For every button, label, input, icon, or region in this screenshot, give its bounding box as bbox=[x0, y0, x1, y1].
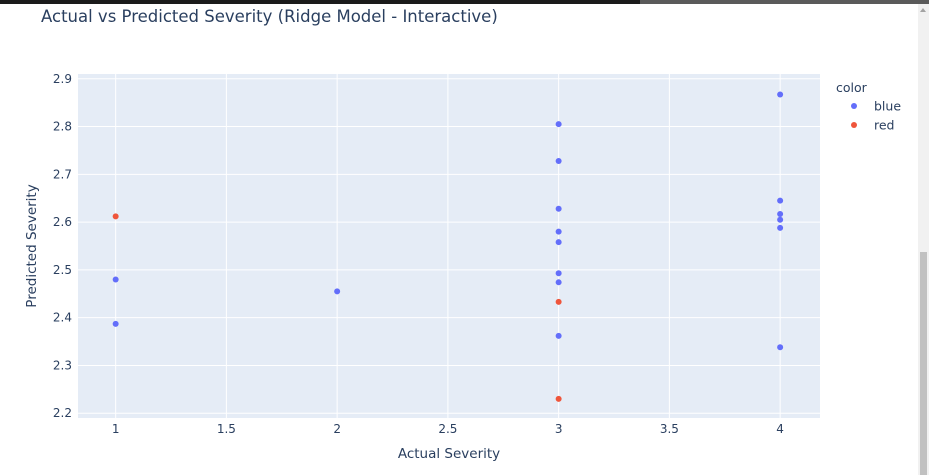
y-tick-label: 2.6 bbox=[53, 215, 72, 229]
plot-area[interactable] bbox=[78, 74, 820, 418]
data-point-red[interactable] bbox=[555, 395, 562, 402]
x-tick-label: 1 bbox=[112, 422, 120, 436]
data-points bbox=[112, 91, 784, 402]
x-tick-label: 2.5 bbox=[438, 422, 457, 436]
x-tick-label: 4 bbox=[776, 422, 784, 436]
data-point-blue[interactable] bbox=[555, 228, 562, 235]
legend-marker-red[interactable] bbox=[851, 122, 857, 128]
y-tick-label: 2.8 bbox=[53, 120, 72, 134]
x-axis-title: Actual Severity bbox=[398, 446, 500, 462]
data-point-blue[interactable] bbox=[112, 320, 119, 327]
legend[interactable]: color blue red bbox=[836, 80, 901, 133]
scrollbar-thumb[interactable] bbox=[920, 252, 927, 475]
data-point-blue[interactable] bbox=[555, 121, 562, 128]
y-tick-label: 2.3 bbox=[53, 358, 72, 372]
legend-label-blue[interactable]: blue bbox=[874, 99, 901, 114]
data-point-blue[interactable] bbox=[555, 332, 562, 339]
data-point-blue[interactable] bbox=[777, 216, 784, 223]
x-axis-ticks: 1 1.5 2 2.5 3 3.5 4 bbox=[112, 422, 784, 436]
legend-marker-blue[interactable] bbox=[851, 103, 857, 109]
data-point-blue[interactable] bbox=[555, 279, 562, 286]
data-point-blue[interactable] bbox=[555, 205, 562, 212]
grid-lines bbox=[78, 74, 820, 418]
y-axis-title: Predicted Severity bbox=[24, 184, 40, 307]
data-point-blue[interactable] bbox=[777, 224, 784, 231]
data-point-blue[interactable] bbox=[777, 197, 784, 204]
vertical-scrollbar[interactable] bbox=[918, 4, 929, 475]
top-bar-light-segment bbox=[640, 0, 929, 4]
y-tick-label: 2.2 bbox=[53, 406, 72, 420]
data-point-blue[interactable] bbox=[334, 288, 341, 295]
top-bar-dark-segment bbox=[0, 0, 640, 4]
data-point-blue[interactable] bbox=[555, 270, 562, 277]
y-tick-label: 2.9 bbox=[53, 72, 72, 86]
chart-title: Actual vs Predicted Severity (Ridge Mode… bbox=[41, 7, 498, 26]
legend-title: color bbox=[836, 80, 868, 95]
y-tick-label: 2.7 bbox=[53, 167, 72, 181]
data-point-blue[interactable] bbox=[555, 157, 562, 164]
data-point-red[interactable] bbox=[112, 213, 119, 220]
y-tick-label: 2.5 bbox=[53, 263, 72, 277]
x-tick-label: 2 bbox=[333, 422, 341, 436]
legend-label-red[interactable]: red bbox=[874, 118, 895, 133]
y-tick-label: 2.4 bbox=[53, 311, 72, 325]
x-tick-label: 3.5 bbox=[660, 422, 679, 436]
y-axis-ticks: 2.2 2.3 2.4 2.5 2.6 2.7 2.8 2.9 bbox=[53, 72, 72, 420]
data-point-blue[interactable] bbox=[777, 210, 784, 217]
data-point-blue[interactable] bbox=[777, 344, 784, 351]
data-point-blue[interactable] bbox=[555, 239, 562, 246]
x-tick-label: 1.5 bbox=[217, 422, 236, 436]
data-point-blue[interactable] bbox=[112, 276, 119, 283]
data-point-blue[interactable] bbox=[777, 91, 784, 98]
data-point-red[interactable] bbox=[555, 298, 562, 305]
scroll-up-arrow-icon[interactable] bbox=[920, 8, 926, 12]
x-tick-label: 3 bbox=[555, 422, 563, 436]
window-top-bar bbox=[0, 0, 929, 4]
